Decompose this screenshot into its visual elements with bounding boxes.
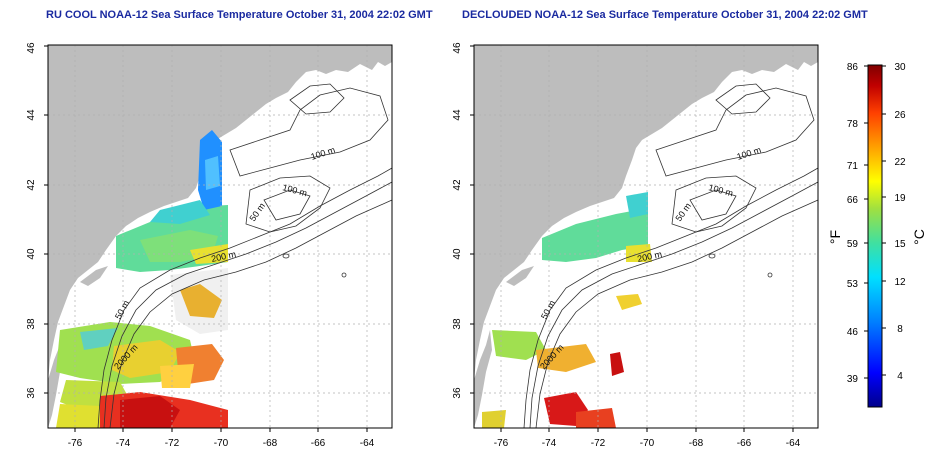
- left-map-title: RU COOL NOAA-12 Sea Surface Temperature …: [46, 9, 433, 21]
- lon-tick-label: -74: [542, 438, 557, 449]
- contour-label: 50 m: [113, 299, 131, 321]
- sst-data-right: [482, 192, 652, 428]
- contour-label: 50 m: [539, 299, 557, 321]
- lat-tick-label: 46: [26, 42, 37, 54]
- lat-tick-labels-right: 36 38 40 42 44 46: [452, 42, 463, 399]
- celsius-tick-label: 15: [894, 239, 906, 250]
- lat-tick-label: 38: [26, 318, 37, 330]
- lat-tick-label: 40: [26, 248, 37, 260]
- fahrenheit-tick-label: 46: [847, 327, 859, 338]
- sst-data-left: [56, 130, 228, 428]
- temperature-colorbar: 86 78 71 66 59 53 46 39 30 26 22 19 15 1…: [827, 62, 927, 408]
- grid-lines-right: [474, 45, 818, 428]
- colorbar-gradient: [867, 64, 883, 408]
- lon-tick-label: -66: [737, 438, 752, 449]
- lat-tick-label: 44: [452, 109, 463, 121]
- lon-tick-label: -64: [360, 438, 375, 449]
- fahrenheit-tick-label: 78: [847, 119, 859, 130]
- lat-tick-label: 46: [452, 42, 463, 54]
- celsius-tick-label: 12: [894, 277, 906, 288]
- map-frame: [473, 44, 819, 429]
- fahrenheit-tick-label: 66: [847, 195, 859, 206]
- fahrenheit-tick-label: 86: [847, 62, 859, 73]
- fahrenheit-tick-label: 59: [847, 239, 859, 250]
- lon-tick-label: -68: [689, 438, 704, 449]
- land-mass: [474, 45, 818, 428]
- lat-tick-label: 36: [26, 387, 37, 399]
- lon-tick-label: -70: [214, 438, 229, 449]
- lon-tick-label: -72: [591, 438, 606, 449]
- lon-tick-label: -76: [494, 438, 509, 449]
- bathymetry-contours-left: [97, 83, 393, 429]
- lon-tick-label: -70: [640, 438, 655, 449]
- fahrenheit-tick-label: 71: [847, 161, 859, 172]
- lon-tick-labels-right: -76 -74 -72 -70 -68 -66 -64: [494, 438, 801, 449]
- lon-tick-label: -68: [263, 438, 278, 449]
- lat-tick-label: 40: [452, 248, 463, 260]
- lon-tick-label: -76: [68, 438, 83, 449]
- lon-tick-labels-left: -76 -74 -72 -70 -68 -66 -64: [68, 438, 375, 449]
- bathymetry-contours-right: [523, 83, 819, 429]
- contour-label: 50 m: [247, 201, 267, 223]
- right-map-title: DECLOUDED NOAA-12 Sea Surface Temperatur…: [462, 9, 868, 21]
- celsius-tick-label: 19: [894, 193, 906, 204]
- axis-ticks-right: [470, 45, 794, 432]
- lat-tick-labels-left: 36 38 40 42 44 46: [26, 42, 37, 399]
- celsius-tick-label: 26: [894, 110, 906, 121]
- lat-tick-label: 42: [26, 179, 37, 191]
- celsius-tick-label: 22: [894, 157, 906, 168]
- contour-label: 100 m: [310, 145, 337, 162]
- lon-tick-label: -64: [786, 438, 801, 449]
- left-map: 100 m 100 m 50 m 200 m 50 m 2000 m -76 -…: [26, 42, 393, 449]
- celsius-unit-label: °C: [911, 229, 927, 245]
- contour-label: 50 m: [673, 201, 693, 223]
- lat-tick-label: 44: [26, 109, 37, 121]
- celsius-tick-label: 8: [897, 324, 903, 335]
- fahrenheit-unit-label: °F: [827, 230, 843, 244]
- celsius-tick-label: 4: [897, 371, 903, 382]
- fahrenheit-tick-label: 39: [847, 374, 859, 385]
- axis-ticks-left: [44, 45, 368, 432]
- lat-tick-label: 36: [452, 387, 463, 399]
- lat-tick-label: 42: [452, 179, 463, 191]
- lon-tick-label: -66: [311, 438, 326, 449]
- fahrenheit-tick-label: 53: [847, 279, 859, 290]
- contour-label: 100 m: [736, 145, 763, 162]
- lon-tick-label: -72: [165, 438, 180, 449]
- celsius-tick-label: 30: [894, 62, 906, 73]
- right-map: 100 m 100 m 50 m 200 m 50 m 2000 m -76 -…: [452, 42, 819, 449]
- lat-tick-label: 38: [452, 318, 463, 330]
- lon-tick-label: -74: [116, 438, 131, 449]
- map-frame: [47, 44, 393, 429]
